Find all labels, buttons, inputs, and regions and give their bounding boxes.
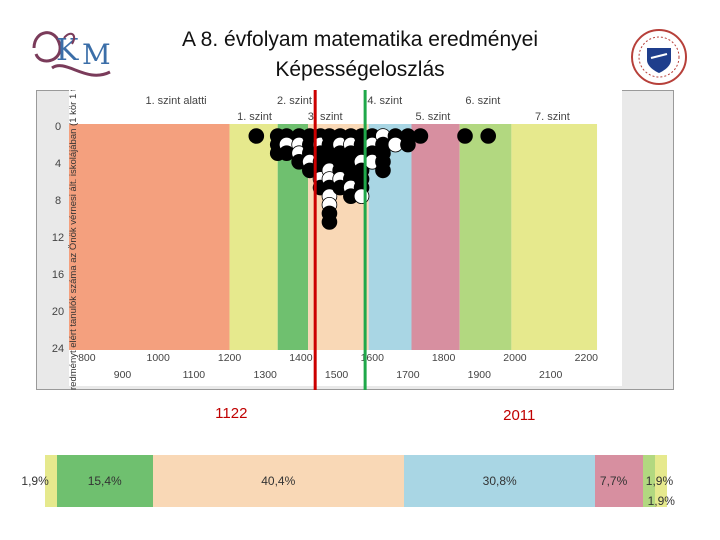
x-tick-label: 800 xyxy=(78,352,96,364)
band-label: 5. szint xyxy=(415,111,450,123)
level-band xyxy=(411,124,460,350)
band-label: 7. szint xyxy=(535,111,570,123)
student-dot xyxy=(375,162,391,179)
level-band xyxy=(511,124,598,350)
y-tick-label: 24 xyxy=(52,343,64,355)
percent-segment xyxy=(643,455,656,507)
percent-label: 7,7% xyxy=(599,474,628,488)
level-band xyxy=(229,124,278,350)
percent-segment xyxy=(655,455,667,507)
percent-segment xyxy=(595,455,644,507)
percent-label: 15,4% xyxy=(87,474,122,488)
student-dot xyxy=(480,128,497,144)
percent-label: 30,8% xyxy=(482,474,517,488)
band-label: 1. szint xyxy=(237,111,272,123)
okm-logo-icon: K M xyxy=(32,31,111,77)
percent-label: 1,9% xyxy=(645,474,674,488)
y-tick-label: 16 xyxy=(52,269,64,281)
percent-segment xyxy=(56,455,153,507)
y-tick-label: 12 xyxy=(52,232,64,244)
y-tick-label: 0 xyxy=(55,121,61,133)
band-label: 4. szint xyxy=(367,95,402,107)
student-dot xyxy=(457,128,473,144)
y-axis-label: Adott eredményt elért tanulók száma az Ö… xyxy=(68,90,79,390)
x-tick-label: 2100 xyxy=(539,369,563,381)
school-crest-logo-icon xyxy=(631,29,687,85)
y-tick-label: 4 xyxy=(55,158,61,170)
percent-segment xyxy=(403,455,596,507)
y-tick-label: 8 xyxy=(55,195,61,207)
percent-label: 1,9% xyxy=(21,474,49,488)
x-tick-label: 1800 xyxy=(432,352,456,364)
distribution-chart: 1. szint alatti 1. szint 2. szint 3. szint 4… xyxy=(52,90,622,390)
band-label: 3. szint xyxy=(308,111,343,123)
x-tick-label: 2200 xyxy=(575,352,599,364)
level-band xyxy=(69,124,230,350)
chart-title-line1: A 8. évfolyam matematika eredményei xyxy=(182,28,538,51)
band-label: 1. szint alatti xyxy=(145,95,206,107)
svg-text:M: M xyxy=(82,38,111,71)
student-dot xyxy=(400,136,416,153)
student-dot xyxy=(321,214,338,230)
green-marker-label: 2011 xyxy=(503,407,536,424)
svg-text:K: K xyxy=(56,33,79,68)
x-tick-label: 1300 xyxy=(254,369,278,381)
y-tick-label: 20 xyxy=(52,306,64,318)
x-tick-label: 1400 xyxy=(289,352,313,364)
x-tick-label: 900 xyxy=(114,369,132,381)
student-dot xyxy=(412,128,429,144)
x-tick-label: 1700 xyxy=(396,369,420,381)
percent-segment xyxy=(45,455,57,507)
band-label: 2. szint xyxy=(277,95,312,107)
band-label: 6. szint xyxy=(465,95,500,107)
x-tick-label: 1200 xyxy=(218,352,242,364)
percentage-bar: 1,9% 15,4% 40,4% 30,8% 7,7% 1,9% 1,9% xyxy=(21,455,675,508)
chart-title-line2: Képességeloszlás xyxy=(275,58,445,81)
x-tick-label: 1000 xyxy=(147,352,171,364)
student-dot xyxy=(248,128,265,144)
red-marker-label: 1122 xyxy=(215,405,248,422)
percent-segment xyxy=(152,455,404,507)
x-tick-label: 1500 xyxy=(325,369,349,381)
x-tick-label: 1900 xyxy=(468,369,492,381)
percent-label: 40,4% xyxy=(261,474,296,488)
x-tick-label: 1100 xyxy=(183,369,206,381)
x-tick-label: 2000 xyxy=(503,352,527,364)
student-dot xyxy=(353,188,370,204)
percent-label: 1,9% xyxy=(647,494,675,508)
level-band xyxy=(459,124,512,350)
